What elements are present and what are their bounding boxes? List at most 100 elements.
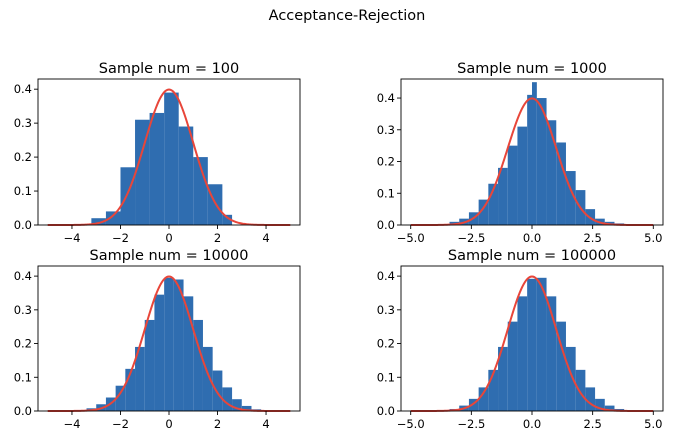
histogram-bar	[468, 398, 479, 411]
x-tick-label: 5.0	[644, 231, 662, 245]
x-tick-label: −4	[63, 231, 80, 245]
histogram-bar	[565, 171, 576, 225]
histogram-bar	[105, 211, 121, 225]
x-tick-label: 0.0	[523, 417, 541, 431]
x-tick-label: 2.5	[583, 417, 601, 431]
histogram-bar	[222, 387, 233, 411]
histogram-bar	[507, 321, 518, 411]
histogram-bar	[585, 387, 596, 411]
panel-title: Sample num = 100	[99, 61, 240, 77]
x-tick-label: −2	[112, 231, 129, 245]
histogram-bar	[498, 346, 508, 411]
x-tick-label: 2	[214, 231, 221, 245]
histogram-bar	[241, 405, 252, 411]
chart-panel: Sample num = 10000 −4 −2 0 2 4 0.0 0.1 0.2 0.3 0.…	[14, 248, 301, 431]
histogram-bar	[517, 296, 528, 411]
y-tick-label: 0.2	[377, 337, 395, 351]
x-tick-label: −4	[63, 417, 80, 431]
pdf-curve	[410, 97, 654, 226]
histogram-bar	[527, 278, 537, 411]
histogram-bar	[536, 98, 547, 225]
y-tick-label: 0.1	[377, 370, 395, 384]
x-tick-label: −2.5	[457, 231, 485, 245]
y-tick-label: 0.0	[14, 404, 32, 418]
histogram-bar	[120, 167, 136, 225]
histogram-bar	[232, 399, 242, 411]
chart-panel: Sample num = 1000 −5.0 −2.5 0.0 2.5 5.0 0.0 0.…	[377, 61, 664, 245]
histogram-bar	[498, 167, 508, 225]
histogram-bar	[135, 346, 145, 411]
histogram-bar	[144, 319, 155, 411]
y-tick-label: 0.3	[14, 303, 32, 317]
y-tick-label: 0.2	[14, 337, 32, 351]
histogram-bar	[212, 370, 223, 411]
x-tick-label: 4	[262, 231, 269, 245]
panel-title: Sample num = 1000	[457, 61, 607, 77]
histogram-bar	[532, 82, 537, 225]
x-tick-label: −5.0	[397, 417, 425, 431]
histogram-bar	[164, 92, 179, 225]
histogram-bar	[135, 119, 150, 225]
x-tick-label: 0	[165, 231, 172, 245]
histogram-bar	[478, 387, 489, 411]
y-tick-label: 0.1	[377, 186, 395, 200]
y-tick-label: 0.3	[377, 123, 395, 137]
x-tick-label: 0.0	[523, 231, 541, 245]
histogram-bar	[173, 279, 184, 411]
histogram-bar	[125, 368, 136, 411]
pdf-curve	[47, 275, 291, 412]
histogram-bar	[536, 277, 547, 411]
x-tick-label: 2.5	[583, 231, 601, 245]
histogram-bar	[222, 214, 233, 225]
x-tick-label: 4	[262, 417, 269, 431]
y-tick-label: 0.2	[14, 150, 32, 164]
figure-suptitle: Acceptance-Rejection	[269, 8, 426, 24]
histogram-bar	[527, 94, 532, 226]
y-tick-label: 0.0	[377, 218, 395, 232]
x-tick-label: −2.5	[457, 417, 485, 431]
pdf-curve	[410, 275, 654, 412]
y-tick-label: 0.1	[14, 370, 32, 384]
histogram-bar	[517, 126, 528, 225]
y-tick-label: 0.1	[14, 184, 32, 198]
y-tick-label: 0.3	[377, 303, 395, 317]
x-tick-label: 5.0	[644, 417, 662, 431]
histogram-bar	[488, 369, 499, 411]
histogram-bar	[164, 277, 174, 411]
histogram-bar	[202, 346, 213, 411]
y-tick-label: 0.2	[377, 155, 395, 169]
histogram-bar	[91, 218, 106, 225]
histogram-bar	[546, 120, 557, 225]
panel-title: Sample num = 100000	[448, 248, 616, 264]
histogram-bar	[149, 112, 165, 225]
panel-title: Sample num = 10000	[90, 248, 249, 264]
histogram-bar	[478, 199, 489, 225]
y-tick-label: 0.4	[377, 91, 395, 105]
y-tick-label: 0.0	[377, 404, 395, 418]
x-tick-label: −5.0	[397, 231, 425, 245]
histogram-bar	[565, 346, 576, 411]
histogram-bar	[193, 157, 208, 225]
y-tick-label: 0.4	[377, 269, 395, 283]
chart-panel: Sample num = 100 −4 −2 0 2 4 0.0 0.1 0.2 0.3 0.4	[14, 61, 301, 245]
x-tick-label: 0	[165, 417, 172, 431]
pdf-curve	[47, 88, 291, 226]
histogram-bar	[604, 405, 615, 411]
histogram-bar	[546, 296, 557, 411]
chart-panel: Sample num = 100000 −5.0 −2.5 0.0 2.5 5.0 0.0…	[377, 248, 664, 431]
x-tick-label: −2	[112, 417, 129, 431]
histogram-bar	[575, 369, 586, 411]
x-tick-label: 2	[214, 417, 221, 431]
histogram-bar	[193, 319, 203, 411]
y-tick-label: 0.3	[14, 116, 32, 130]
y-tick-label: 0.4	[14, 269, 32, 283]
histogram-bar	[183, 296, 194, 411]
histogram-bar	[595, 398, 605, 411]
histogram-bar	[556, 142, 566, 225]
histogram-bar	[178, 126, 194, 225]
histogram-bar	[488, 183, 499, 225]
y-tick-label: 0.4	[14, 82, 32, 96]
y-tick-label: 0.0	[14, 218, 32, 232]
histogram-bar	[154, 294, 165, 411]
